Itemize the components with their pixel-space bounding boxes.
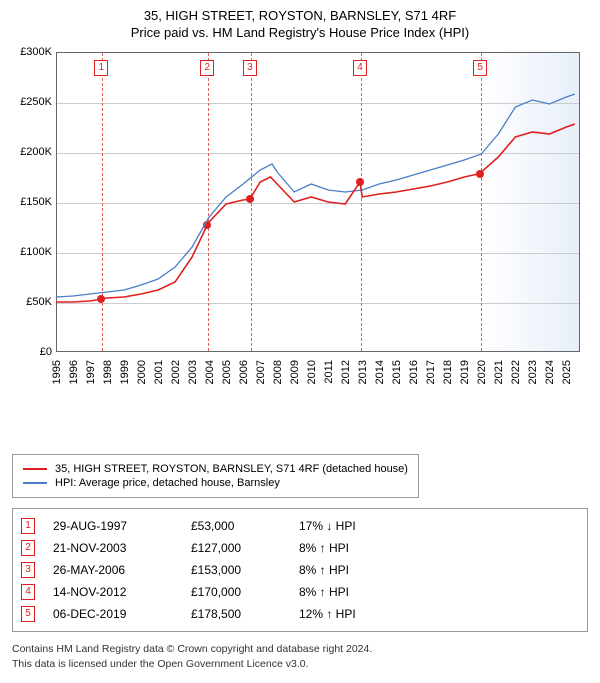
title-address: 35, HIGH STREET, ROYSTON, BARNSLEY, S71 … [12, 8, 588, 23]
sale-diff: 12% ↑ HPI [299, 607, 579, 621]
chart-container: 35, HIGH STREET, ROYSTON, BARNSLEY, S71 … [0, 0, 600, 683]
footer-attribution: Contains HM Land Registry data © Crown c… [12, 642, 588, 671]
sale-index-badge: 1 [21, 518, 35, 534]
price-chart: £0£50K£100K£150K£200K£250K£300K199519961… [12, 46, 588, 406]
series-property [56, 124, 575, 302]
legend-label: HPI: Average price, detached house, Barn… [55, 477, 280, 489]
sales-table: 1 29-AUG-1997 £53,000 17% ↓ HPI 2 21-NOV-2003… [12, 508, 588, 632]
sale-date: 14-NOV-2012 [53, 585, 173, 599]
sale-row: 5 06-DEC-2019 £178,500 12% ↑ HPI [21, 603, 579, 625]
title-subtitle: Price paid vs. HM Land Registry's House … [12, 25, 588, 40]
sale-row: 4 14-NOV-2012 £170,000 8% ↑ HPI [21, 581, 579, 603]
sale-row: 2 21-NOV-2003 £127,000 8% ↑ HPI [21, 537, 579, 559]
sale-price: £170,000 [191, 585, 281, 599]
sale-diff: 17% ↓ HPI [299, 519, 579, 533]
legend-label: 35, HIGH STREET, ROYSTON, BARNSLEY, S71 … [55, 463, 408, 475]
legend: 35, HIGH STREET, ROYSTON, BARNSLEY, S71 … [12, 454, 419, 498]
sale-date: 26-MAY-2006 [53, 563, 173, 577]
chart-lines [12, 46, 588, 406]
sale-date: 21-NOV-2003 [53, 541, 173, 555]
sale-index-badge: 4 [21, 584, 35, 600]
sale-diff: 8% ↑ HPI [299, 585, 579, 599]
footer-line2: This data is licensed under the Open Gov… [12, 657, 588, 672]
series-hpi [56, 94, 575, 297]
sale-diff: 8% ↑ HPI [299, 541, 579, 555]
sale-row: 1 29-AUG-1997 £53,000 17% ↓ HPI [21, 515, 579, 537]
sale-date: 29-AUG-1997 [53, 519, 173, 533]
sale-price: £127,000 [191, 541, 281, 555]
legend-swatch [23, 468, 47, 470]
legend-swatch [23, 482, 47, 484]
sale-index-badge: 5 [21, 606, 35, 622]
sale-date: 06-DEC-2019 [53, 607, 173, 621]
legend-item: HPI: Average price, detached house, Barn… [23, 477, 408, 489]
sale-index-badge: 3 [21, 562, 35, 578]
sale-row: 3 26-MAY-2006 £153,000 8% ↑ HPI [21, 559, 579, 581]
footer-line1: Contains HM Land Registry data © Crown c… [12, 642, 588, 657]
sale-price: £53,000 [191, 519, 281, 533]
sale-index-badge: 2 [21, 540, 35, 556]
title-block: 35, HIGH STREET, ROYSTON, BARNSLEY, S71 … [12, 8, 588, 40]
sale-diff: 8% ↑ HPI [299, 563, 579, 577]
sale-price: £153,000 [191, 563, 281, 577]
legend-item: 35, HIGH STREET, ROYSTON, BARNSLEY, S71 … [23, 463, 408, 475]
sale-price: £178,500 [191, 607, 281, 621]
